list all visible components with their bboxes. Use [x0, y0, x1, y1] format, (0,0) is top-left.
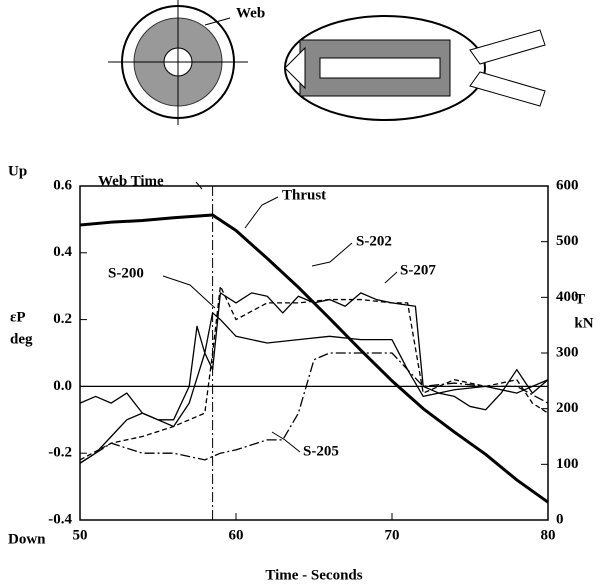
y-tick-label: 0.4: [53, 244, 72, 260]
series-label: S-202: [356, 233, 392, 249]
plot-frame: [80, 186, 548, 520]
y-tick-label: 0.6: [53, 177, 72, 193]
diagram-label: Web: [236, 5, 265, 21]
series-line: [80, 313, 548, 420]
series-label: Thrust: [282, 187, 326, 203]
cross-section-diagram: [108, 0, 248, 125]
x-tick-label: 80: [541, 527, 556, 543]
x-tick-label: 70: [385, 527, 400, 543]
y2-tick-label: 500: [556, 233, 579, 249]
y2-axis-unit: kN: [574, 315, 593, 331]
series-label: S-205: [303, 443, 339, 459]
y2-tick-label: 300: [556, 344, 579, 360]
y-top-label: Up: [8, 163, 27, 179]
y-tick-label: -0.2: [48, 445, 72, 461]
y-bottom-label: Down: [8, 531, 46, 547]
y2-tick-label: 600: [556, 177, 579, 193]
leaders: [163, 182, 397, 452]
web-time-label: Web Time: [98, 173, 164, 189]
x-tick-label: 60: [229, 527, 244, 543]
chart: Web Up Down εP deg T kN Time - Seconds 5…: [0, 0, 604, 586]
series-label: S-207: [400, 262, 436, 278]
x-axis-label: Time - Seconds: [265, 567, 362, 583]
series-line: [80, 293, 548, 463]
y-tick-label: 0.2: [53, 311, 72, 327]
motor-diagram: [285, 16, 545, 120]
y2-tick-label: 0: [556, 511, 564, 527]
series-label: S-200: [108, 265, 144, 281]
y-tick-label: -0.4: [48, 511, 72, 527]
series-line: [80, 286, 548, 460]
y2-tick-label: 100: [556, 456, 579, 472]
y-axis-unit: deg: [10, 331, 33, 347]
y2-tick-label: 200: [556, 400, 579, 416]
y2-tick-label: 400: [556, 289, 579, 305]
y-tick-label: 0.0: [53, 378, 72, 394]
y-axis-label: εP: [10, 309, 26, 325]
x-tick-label: 50: [73, 527, 88, 543]
